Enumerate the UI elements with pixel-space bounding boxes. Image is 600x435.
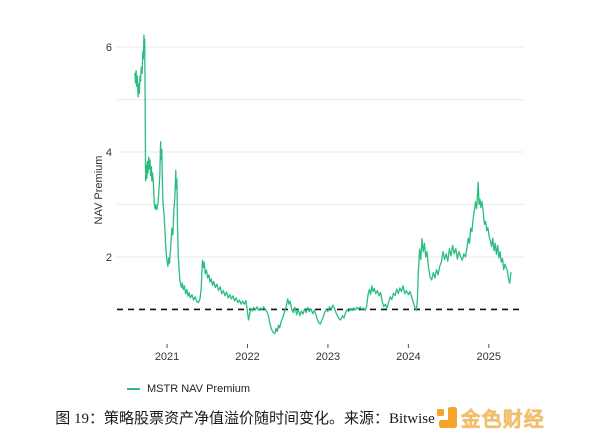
svg-text:2022: 2022 <box>235 351 259 363</box>
logo-small-square <box>436 409 444 416</box>
y-axis-title: NAV Premium <box>93 155 105 225</box>
logo-column <box>447 407 457 428</box>
svg-text:2021: 2021 <box>155 351 179 363</box>
logo-foot <box>438 420 451 428</box>
jinse-finance-logo-icon <box>436 407 457 428</box>
svg-text:2024: 2024 <box>396 351 420 363</box>
nav-premium-line-chart: 2 4 6 2021 2022 2023 2024 2025 <box>106 34 524 363</box>
figure-caption: 图 19：策略股票资产净值溢价随时间变化。来源：Bitwise <box>55 411 435 427</box>
svg-text:2025: 2025 <box>477 351 501 363</box>
legend-line-swatch-icon <box>127 388 140 390</box>
svg-text:2: 2 <box>106 252 112 264</box>
legend: MSTR NAV Premium <box>127 383 250 395</box>
legend-label: MSTR NAV Premium <box>147 383 251 395</box>
svg-text:4: 4 <box>106 147 112 159</box>
caption-row: 图 19：策略股票资产净值溢价随时间变化。来源：Bitwise 金色财经 <box>0 403 600 432</box>
watermark-text: 金色财经 <box>460 407 545 431</box>
svg-text:6: 6 <box>106 42 112 54</box>
svg-text:2023: 2023 <box>316 351 340 363</box>
